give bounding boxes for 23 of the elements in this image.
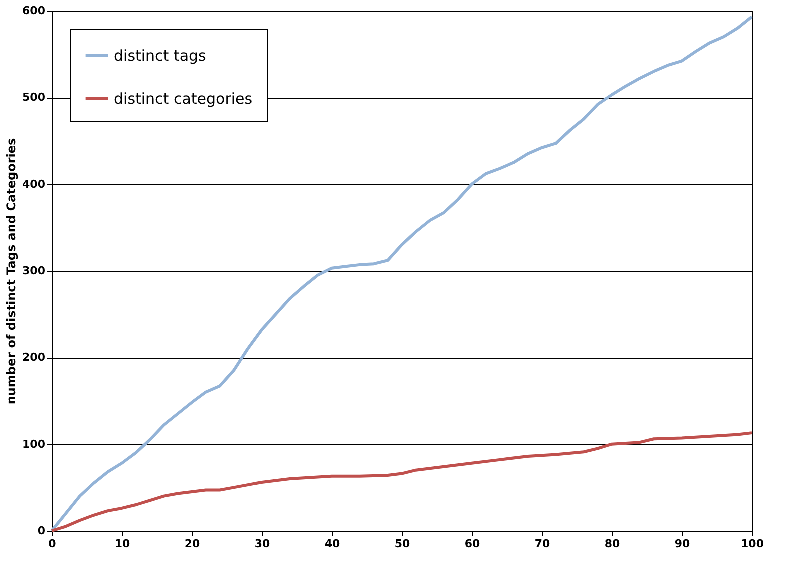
y-tick-label: 400 — [22, 178, 46, 191]
x-tick-label: 10 — [114, 538, 130, 550]
x-tick-label: 40 — [324, 538, 340, 550]
x-tick-label: 30 — [254, 538, 270, 550]
x-tick-label: 70 — [534, 538, 550, 550]
line-series — [50, 432, 754, 532]
x-tick-label: 80 — [604, 538, 620, 550]
y-tick-label: 600 — [22, 4, 46, 18]
x-tick-label: 0 — [48, 538, 57, 550]
y-tick-label: 500 — [22, 91, 46, 104]
legend-label: distinct categories — [114, 90, 253, 108]
y-tick-label: 200 — [22, 351, 46, 364]
x-tick-label: 90 — [674, 538, 690, 550]
x-tick-label: 60 — [464, 538, 480, 550]
x-tick-label: 100 — [741, 538, 764, 550]
y-tick-label: 0 — [38, 524, 46, 538]
y-tick-label: 300 — [22, 264, 46, 278]
legend-label: distinct tags — [114, 47, 207, 65]
y-axis-title: number of distinct Tags and Categories — [4, 138, 19, 405]
x-tick-label: 50 — [394, 538, 410, 550]
y-tick-label: 100 — [22, 438, 46, 451]
line-series — [50, 16, 754, 532]
x-tick-label: 20 — [184, 538, 200, 550]
